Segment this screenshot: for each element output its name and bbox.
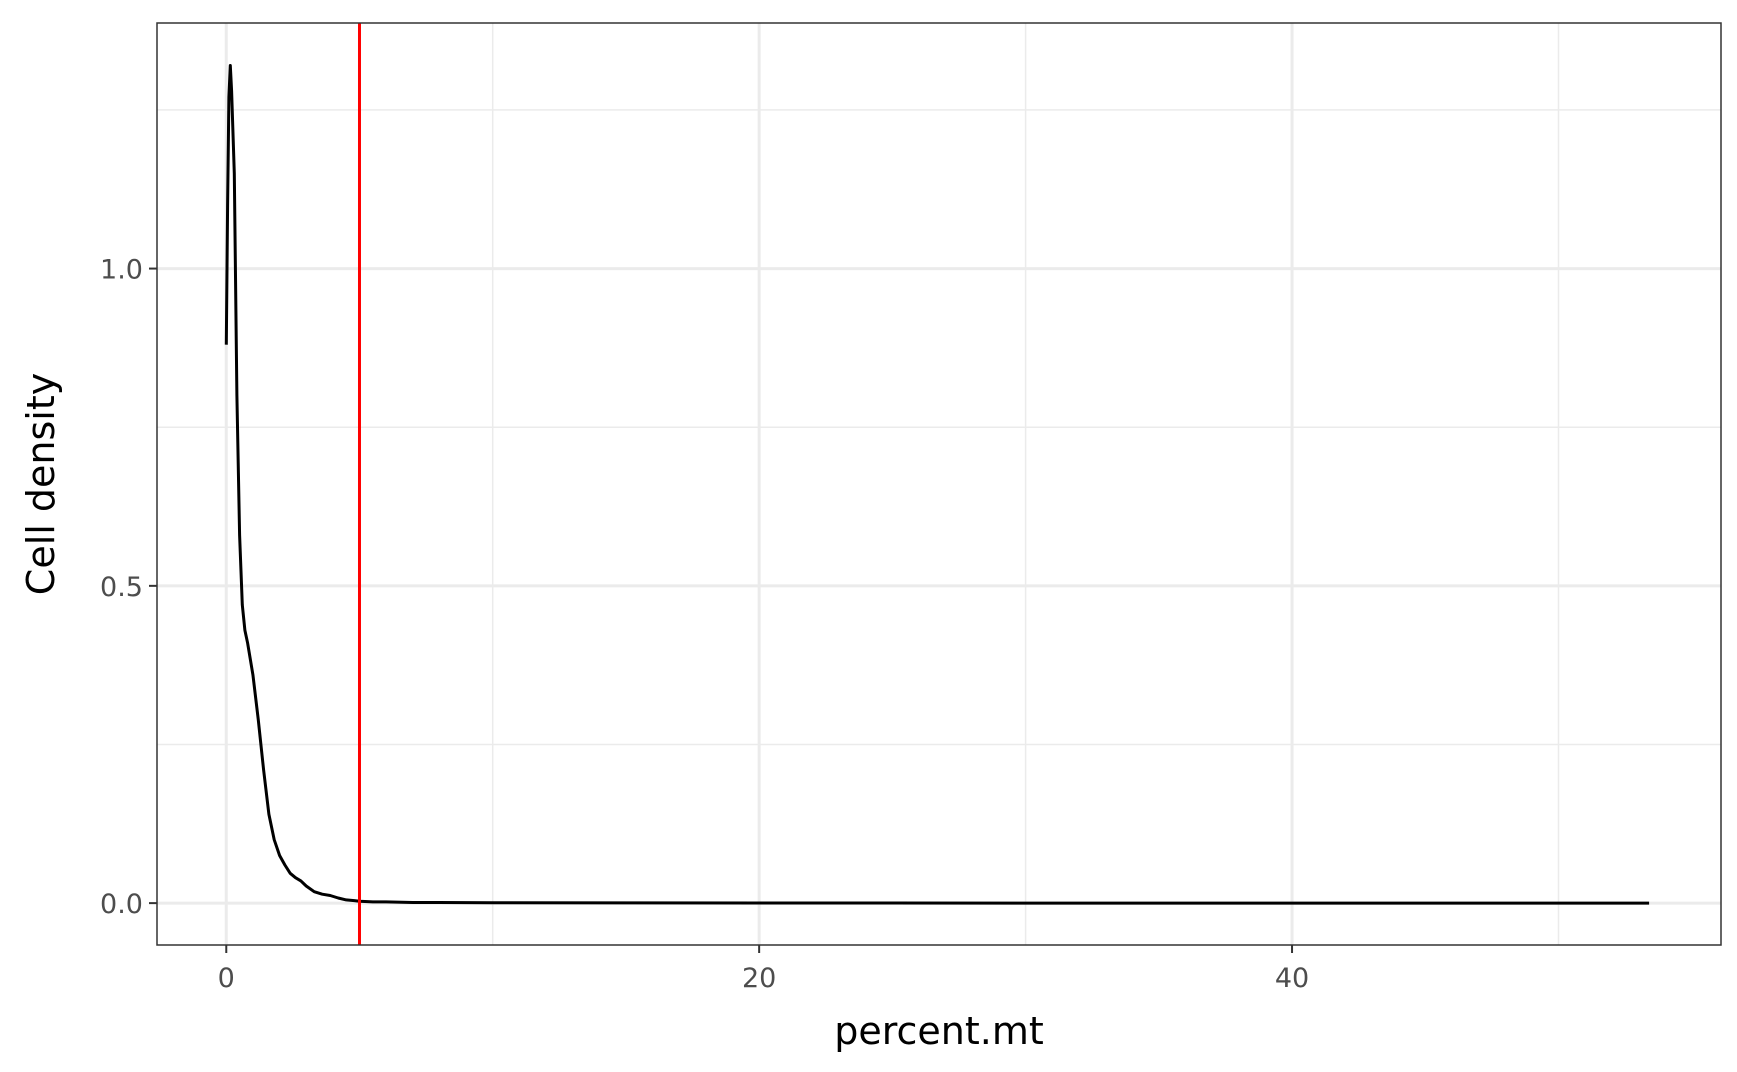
y-axis: 0.0 0.5 1.0 [100, 255, 157, 920]
x-axis: 0 20 40 [218, 945, 1309, 994]
plot-background [157, 23, 1721, 945]
x-axis-title: percent.mt [834, 1009, 1044, 1053]
plot-panel-border [156, 22, 1722, 946]
y-tick-label: 0.5 [100, 572, 143, 603]
y-tick-label: 1.0 [100, 255, 143, 286]
x-tick-label: 40 [1275, 963, 1309, 994]
y-axis-title: Cell density [19, 373, 63, 595]
series-layer [224, 64, 1650, 905]
minor-gridlines [157, 23, 1721, 945]
x-tick-label: 20 [742, 963, 776, 994]
density-curve [224, 64, 1650, 905]
y-tick-label: 0.0 [100, 889, 143, 920]
x-tick-label: 0 [218, 963, 235, 994]
